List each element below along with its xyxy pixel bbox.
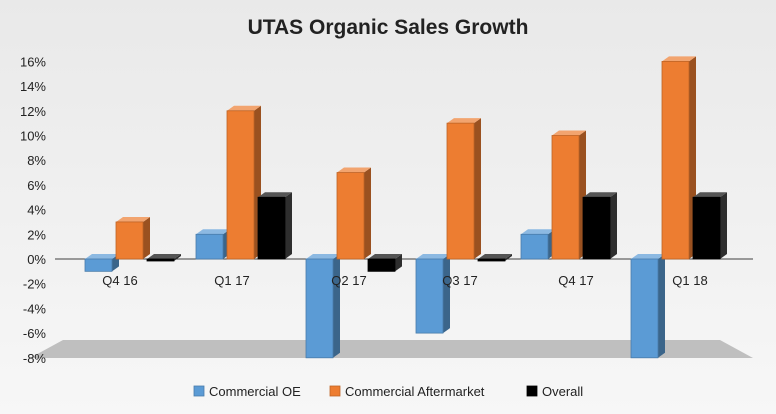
x-category-label: Q2 17	[331, 273, 366, 288]
y-tick-label: -8%	[23, 351, 47, 366]
bar-overall-q4-16	[146, 254, 181, 262]
bar-overall-q1-18	[692, 192, 727, 260]
bar-overall-q2-17	[367, 254, 402, 272]
chart-title: UTAS Organic Sales Growth	[248, 16, 529, 39]
legend-swatch	[526, 385, 538, 397]
y-tick-label: -4%	[23, 301, 47, 316]
x-category-label: Q4 17	[558, 273, 593, 288]
y-tick-label: 4%	[27, 203, 46, 218]
x-category-label: Q1 17	[214, 273, 249, 288]
bar-commercial-aftermarket-q4-16	[115, 216, 150, 260]
bar-commercial-oe-q3-17	[415, 254, 450, 334]
category-labels: Q4 16 Q1 17 Q2 17 Q3 17 Q4 17 Q1 18	[102, 273, 707, 288]
y-tick-label: 10%	[20, 129, 46, 144]
y-tick-label: 0%	[27, 252, 46, 267]
bar-commercial-oe-q1-17	[195, 229, 230, 260]
y-axis: 16% 14% 12% 10% 8% 6% 4% 2% 0% -2% -4% -6% -8%	[20, 54, 46, 365]
legend-swatch	[193, 385, 205, 397]
legend-label: Overall	[542, 384, 583, 399]
bar-overall-q1-17	[257, 192, 292, 260]
x-category-label: Q3 17	[442, 273, 477, 288]
bar-commercial-oe-q2-17	[305, 254, 340, 359]
y-tick-label: -2%	[23, 277, 47, 292]
bar-commercial-oe-q4-16	[84, 254, 119, 272]
bar-commercial-aftermarket-q2-17	[336, 167, 371, 260]
y-tick-label: -6%	[23, 326, 47, 341]
y-tick-label: 12%	[20, 104, 46, 119]
y-tick-label: 2%	[27, 227, 46, 242]
legend-swatch	[329, 385, 341, 397]
x-category-label: Q1 18	[672, 273, 707, 288]
bar-commercial-aftermarket-q4-17	[551, 130, 586, 260]
y-tick-label: 6%	[27, 178, 46, 193]
bar-commercial-aftermarket-q1-18	[661, 56, 696, 260]
bar-commercial-oe-q4-17	[520, 229, 555, 260]
y-tick-label: 14%	[20, 79, 46, 94]
bar-overall-q4-17	[582, 192, 617, 260]
legend: Commercial OE Commercial Aftermarket Overa…	[193, 384, 583, 399]
y-tick-label: 16%	[20, 54, 46, 69]
chart-floor	[30, 340, 753, 358]
bar-overall-q3-17	[477, 254, 512, 262]
bars-group	[84, 56, 727, 359]
legend-label: Commercial Aftermarket	[345, 384, 485, 399]
bar-commercial-aftermarket-q3-17	[446, 118, 481, 260]
y-tick-label: 8%	[27, 153, 46, 168]
legend-label: Commercial OE	[209, 384, 301, 399]
bar-commercial-aftermarket-q1-17	[226, 105, 261, 260]
x-category-label: Q4 16	[102, 273, 137, 288]
bar-commercial-oe-q1-18	[630, 254, 665, 359]
